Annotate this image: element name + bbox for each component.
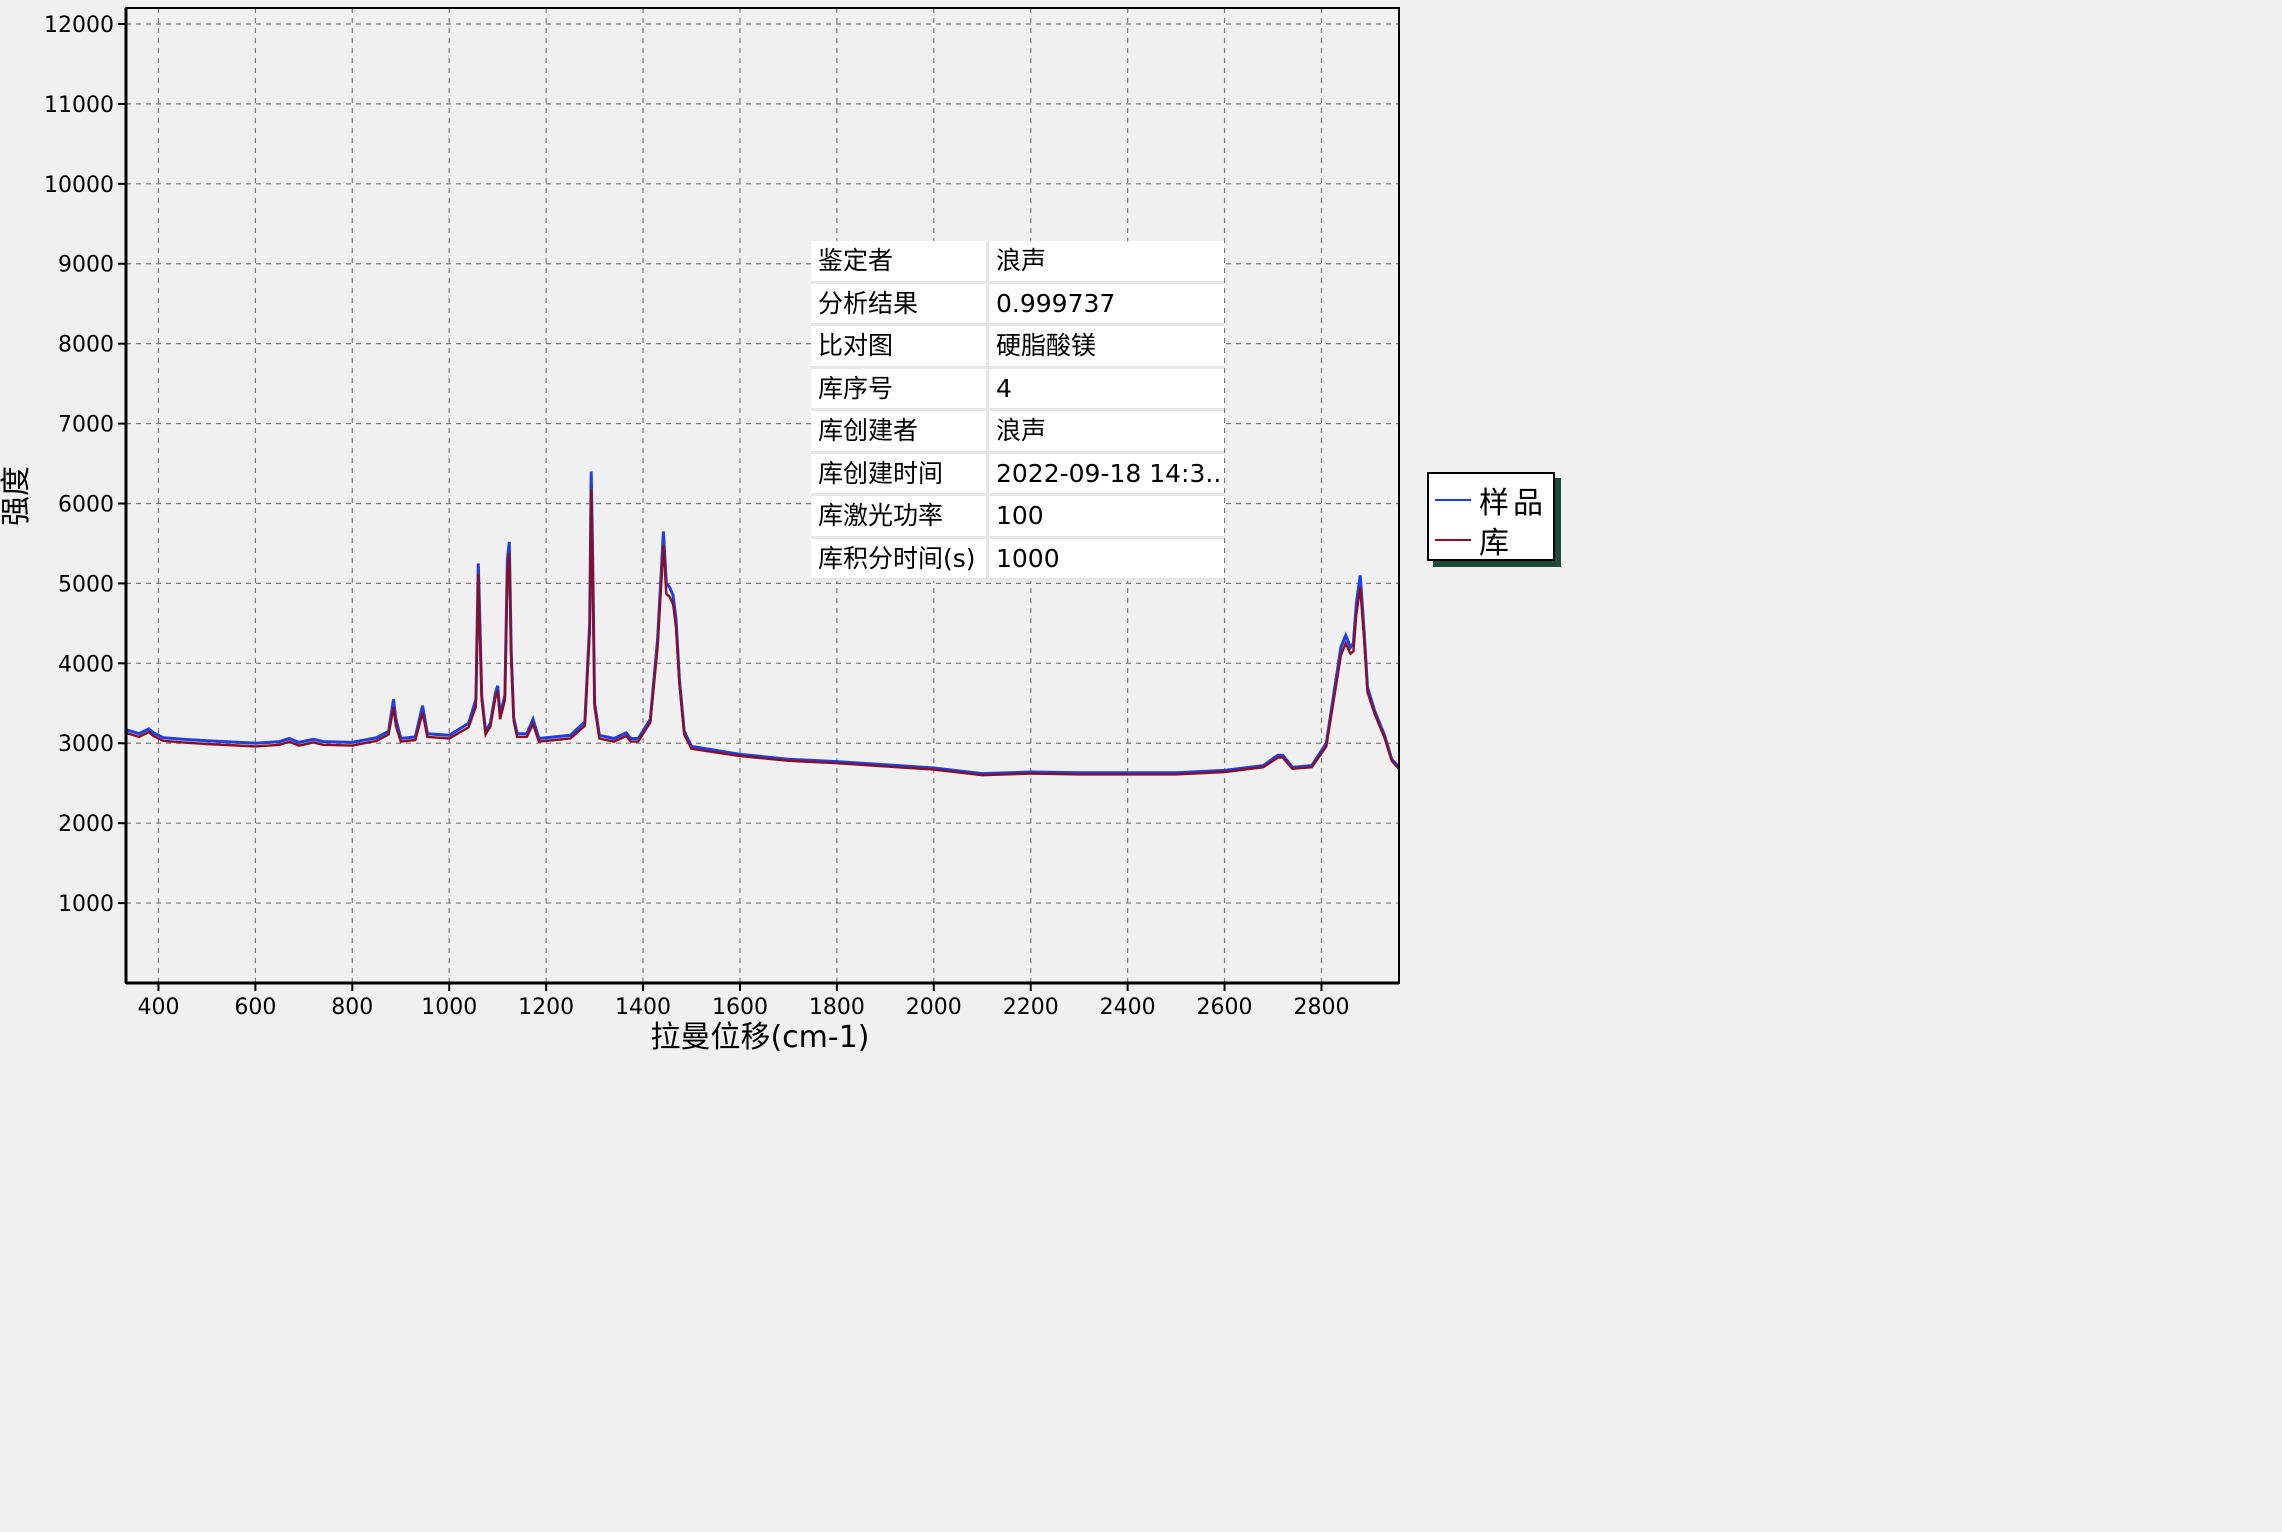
info-key: 分析结果 xyxy=(811,283,989,326)
info-row: 库激光功率 100 xyxy=(811,496,1224,539)
y-tick-label: 12000 xyxy=(44,13,114,38)
info-value: 1000 xyxy=(989,538,1224,581)
info-row: 比对图 硬脂酸镁 xyxy=(811,326,1224,369)
x-axis-title: 拉曼位移(cm-1) xyxy=(650,1020,869,1053)
legend-label-sample: 样品 xyxy=(1479,486,1547,521)
y-axis-title: 强度 xyxy=(0,466,34,526)
info-key: 库创建时间 xyxy=(811,453,989,496)
x-tick-label: 2600 xyxy=(1197,995,1253,1020)
info-value: 2022-09-18 14:3.. xyxy=(989,453,1224,496)
legend-swatch-sample xyxy=(1435,499,1471,501)
legend-swatch-library xyxy=(1435,539,1471,541)
info-key: 库积分时间(s) xyxy=(811,538,989,581)
y-tick-label: 8000 xyxy=(58,333,114,358)
info-key: 库创建者 xyxy=(811,411,989,454)
info-row: 库创建时间 2022-09-18 14:3.. xyxy=(811,453,1224,496)
y-tick-label: 10000 xyxy=(44,173,114,198)
y-tick-label: 5000 xyxy=(58,572,114,597)
x-tick-label: 1200 xyxy=(518,995,574,1020)
x-tick-label: 600 xyxy=(234,995,276,1020)
x-tick-label: 1400 xyxy=(615,995,671,1020)
y-tick-label: 2000 xyxy=(58,812,114,837)
info-key: 库序号 xyxy=(811,368,989,411)
axis-ticks: 400 600 800 1000 1200 1400 1600 1800 2000 2200 240… xyxy=(44,13,1349,1020)
series-lines xyxy=(125,471,1401,777)
legend-item-library: 库 xyxy=(1429,520,1513,561)
info-value: 100 xyxy=(989,496,1224,539)
y-tick-label: 3000 xyxy=(58,732,114,757)
identification-info-table: 鉴定者 浪声 分析结果 0.999737 比对图 硬脂酸镁 库序号 4 库创建者 浪声 库创建时间 2… xyxy=(811,241,1224,581)
x-tick-label: 2400 xyxy=(1100,995,1156,1020)
info-row: 库积分时间(s) 1000 xyxy=(811,538,1224,581)
info-row: 库序号 4 xyxy=(811,368,1224,411)
x-tick-label: 2000 xyxy=(906,995,962,1020)
y-tick-label: 6000 xyxy=(58,492,114,517)
info-key: 鉴定者 xyxy=(811,241,989,284)
legend-item-sample: 样品 xyxy=(1429,480,1547,521)
info-key: 库激光功率 xyxy=(811,496,989,539)
y-tick-label: 4000 xyxy=(58,652,114,677)
info-key: 比对图 xyxy=(811,326,989,369)
x-tick-label: 400 xyxy=(137,995,179,1020)
info-value: 硬脂酸镁 xyxy=(989,326,1224,369)
chart-legend: 样品 库 xyxy=(1427,472,1555,561)
x-tick-label: 1800 xyxy=(809,995,865,1020)
info-value: 浪声 xyxy=(989,241,1224,284)
y-tick-label: 9000 xyxy=(58,253,114,278)
info-value: 浪声 xyxy=(989,411,1224,454)
raman-spectrum-chart: 400 600 800 1000 1200 1400 1600 1800 2000 2200 240… xyxy=(0,7,1401,1053)
x-tick-label: 2200 xyxy=(1003,995,1059,1020)
info-row: 鉴定者 浪声 xyxy=(811,241,1224,284)
x-tick-label: 800 xyxy=(331,995,373,1020)
x-tick-label: 2800 xyxy=(1293,995,1349,1020)
series-line-library xyxy=(125,489,1400,777)
info-row: 分析结果 0.999737 xyxy=(811,283,1224,326)
info-row: 库创建者 浪声 xyxy=(811,411,1224,454)
x-tick-label: 1000 xyxy=(421,995,477,1020)
y-tick-label: 11000 xyxy=(44,93,114,118)
x-tick-label: 1600 xyxy=(712,995,768,1020)
info-value: 4 xyxy=(989,368,1224,411)
legend-label-library: 库 xyxy=(1479,526,1513,561)
y-tick-label: 7000 xyxy=(58,413,114,438)
info-value: 0.999737 xyxy=(989,283,1224,326)
y-tick-label: 1000 xyxy=(58,892,114,917)
